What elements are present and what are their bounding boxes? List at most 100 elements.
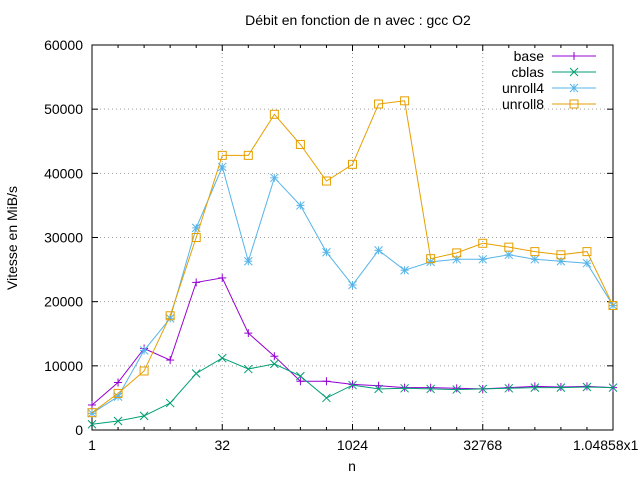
x-tick-label: 1024 bbox=[337, 437, 368, 453]
marker-stroke bbox=[608, 301, 618, 311]
data-point-unroll8 bbox=[582, 247, 592, 257]
data-point-unroll8 bbox=[139, 366, 149, 376]
data-point-unroll8 bbox=[191, 233, 201, 242]
data-point-unroll8 bbox=[321, 176, 331, 186]
data-point-unroll4 bbox=[296, 201, 305, 210]
marker-stroke bbox=[269, 359, 279, 369]
marker-stroke bbox=[426, 384, 436, 394]
marker-stroke bbox=[191, 233, 201, 242]
marker-stroke bbox=[321, 176, 331, 186]
marker-stroke bbox=[608, 301, 618, 310]
marker-stroke bbox=[582, 258, 592, 268]
marker-stroke bbox=[113, 416, 123, 426]
data-point-base bbox=[88, 400, 96, 409]
data-point-cblas bbox=[582, 382, 592, 392]
data-point-cblas bbox=[322, 393, 331, 403]
data-point-cblas bbox=[296, 371, 305, 381]
data-point-cblas bbox=[87, 419, 97, 429]
axis-ticks: 0 10000 20000 30000 40000 50000 60000 1 32 1024 32… bbox=[44, 37, 639, 453]
data-point-unroll8 bbox=[452, 248, 462, 258]
legend-item-base: base bbox=[514, 48, 596, 64]
legend-label: unroll4 bbox=[502, 80, 544, 96]
data-point-unroll8 bbox=[295, 139, 305, 149]
y-tick-label: 10000 bbox=[44, 358, 83, 374]
legend-marker bbox=[570, 52, 578, 60]
marker-stroke bbox=[217, 150, 227, 160]
marker-stroke bbox=[530, 254, 540, 264]
marker-stroke bbox=[426, 254, 436, 264]
data-point-unroll4 bbox=[243, 256, 253, 266]
marker-stroke bbox=[504, 250, 514, 260]
grid bbox=[92, 45, 613, 430]
marker-stroke bbox=[348, 159, 357, 169]
marker-stroke bbox=[374, 245, 383, 255]
marker-stroke bbox=[478, 238, 488, 248]
data-point-cblas bbox=[113, 416, 123, 426]
data-point-base bbox=[296, 377, 305, 386]
marker-stroke bbox=[139, 346, 149, 355]
y-tick-label: 0 bbox=[75, 422, 83, 438]
marker-stroke bbox=[113, 392, 123, 401]
marker-stroke bbox=[296, 371, 305, 381]
data-point-unroll8 bbox=[400, 96, 410, 106]
y-axis-label: Vitesse en MiB/s bbox=[4, 186, 20, 290]
marker-stroke bbox=[478, 384, 488, 394]
data-point-unroll8 bbox=[504, 242, 514, 252]
data-point-unroll4 bbox=[426, 257, 436, 267]
data-point-cblas bbox=[217, 353, 227, 363]
chart-title: Débit en fonction de n avec : gcc O2 bbox=[245, 12, 471, 28]
y-tick-label: 30000 bbox=[44, 230, 83, 246]
data-point-unroll4 bbox=[269, 173, 279, 183]
legend-marker bbox=[569, 83, 579, 93]
x-tick-label: 1.04858x1 bbox=[573, 437, 639, 453]
marker-stroke bbox=[556, 383, 566, 393]
legend-label: base bbox=[514, 48, 545, 64]
data-point-unroll8 bbox=[269, 109, 279, 119]
marker-stroke bbox=[374, 99, 384, 109]
legend-item-unroll4: unroll4 bbox=[502, 80, 596, 96]
data-point-unroll4 bbox=[582, 258, 592, 268]
data-point-unroll8 bbox=[113, 388, 123, 398]
data-point-cblas bbox=[530, 383, 540, 393]
legend-label: unroll8 bbox=[502, 96, 544, 112]
data-point-base bbox=[270, 352, 279, 361]
data-point-base bbox=[114, 378, 123, 387]
marker-stroke bbox=[113, 388, 123, 398]
data-point-cblas bbox=[608, 383, 618, 393]
data-point-unroll4 bbox=[400, 265, 409, 275]
marker-stroke bbox=[426, 257, 436, 267]
marker-stroke bbox=[374, 384, 383, 394]
legend-marker bbox=[569, 99, 579, 109]
data-point-cblas bbox=[504, 383, 514, 393]
marker-stroke bbox=[165, 398, 175, 408]
marker-stroke bbox=[87, 408, 97, 418]
data-point-unroll8 bbox=[348, 159, 357, 169]
data-point-cblas bbox=[269, 359, 279, 369]
y-tick-label: 40000 bbox=[44, 165, 83, 181]
data-point-unroll8 bbox=[165, 311, 175, 321]
marker-stroke bbox=[530, 247, 540, 257]
data-point-cblas bbox=[243, 364, 253, 374]
data-point-base bbox=[218, 273, 227, 282]
marker-stroke bbox=[191, 369, 201, 378]
data-point-cblas bbox=[348, 380, 357, 390]
marker-stroke bbox=[348, 280, 357, 290]
x-tick-label: 32 bbox=[214, 437, 230, 453]
data-point-unroll8 bbox=[530, 247, 540, 257]
series-unroll8 bbox=[87, 96, 618, 418]
data-point-cblas bbox=[374, 384, 383, 394]
data-point-unroll8 bbox=[556, 250, 566, 260]
data-point-unroll4 bbox=[608, 301, 618, 310]
marker-stroke bbox=[243, 364, 253, 374]
marker-stroke bbox=[322, 393, 331, 403]
legend-label: cblas bbox=[511, 64, 544, 80]
data-point-base bbox=[244, 329, 253, 338]
marker-stroke bbox=[191, 223, 201, 233]
marker-stroke bbox=[217, 353, 227, 363]
marker-stroke bbox=[400, 96, 410, 106]
marker-stroke bbox=[296, 201, 305, 210]
marker-stroke bbox=[243, 256, 253, 266]
marker-stroke bbox=[269, 109, 279, 119]
